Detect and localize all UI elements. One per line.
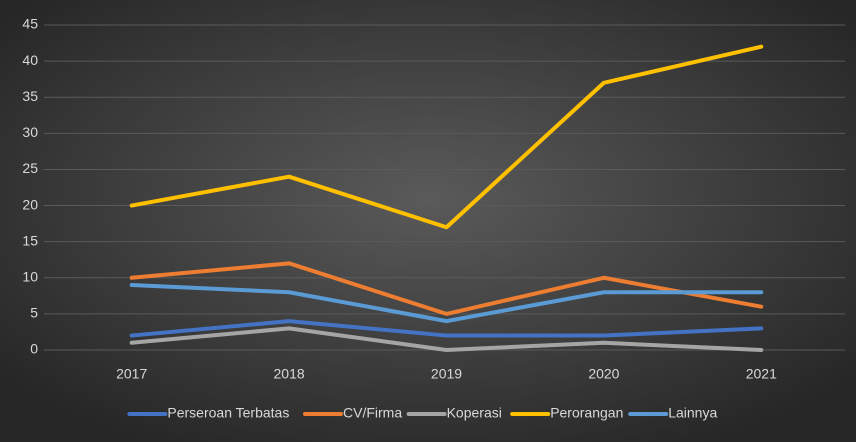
legend-label: CV/Firma xyxy=(343,405,402,421)
y-tick-label: 0 xyxy=(30,341,38,357)
y-tick-label: 40 xyxy=(22,52,38,68)
y-tick-label: 10 xyxy=(22,268,38,284)
y-tick-label: 20 xyxy=(22,196,38,212)
y-tick-label: 25 xyxy=(22,160,38,176)
legend-label: Koperasi xyxy=(447,405,502,421)
x-tick-label: 2018 xyxy=(274,366,305,382)
legend-label: Perorangan xyxy=(550,405,623,421)
series-line xyxy=(129,261,764,316)
series-line xyxy=(129,319,764,338)
y-tick-label: 30 xyxy=(22,124,38,140)
series-line xyxy=(129,283,764,324)
y-tick-label: 15 xyxy=(22,232,38,248)
x-tick-label: 2021 xyxy=(746,366,777,382)
y-tick-label: 5 xyxy=(30,305,38,321)
x-tick-label: 2020 xyxy=(588,366,619,382)
legend-label: Lainnya xyxy=(668,405,717,421)
legend-label: Perseroan Terbatas xyxy=(167,405,289,421)
y-tick-label: 35 xyxy=(22,88,38,104)
x-tick-label: 2017 xyxy=(116,366,147,382)
y-tick-label: 45 xyxy=(22,16,38,32)
series-line xyxy=(129,326,764,352)
x-tick-label: 2019 xyxy=(431,366,462,382)
series-line xyxy=(129,44,764,230)
